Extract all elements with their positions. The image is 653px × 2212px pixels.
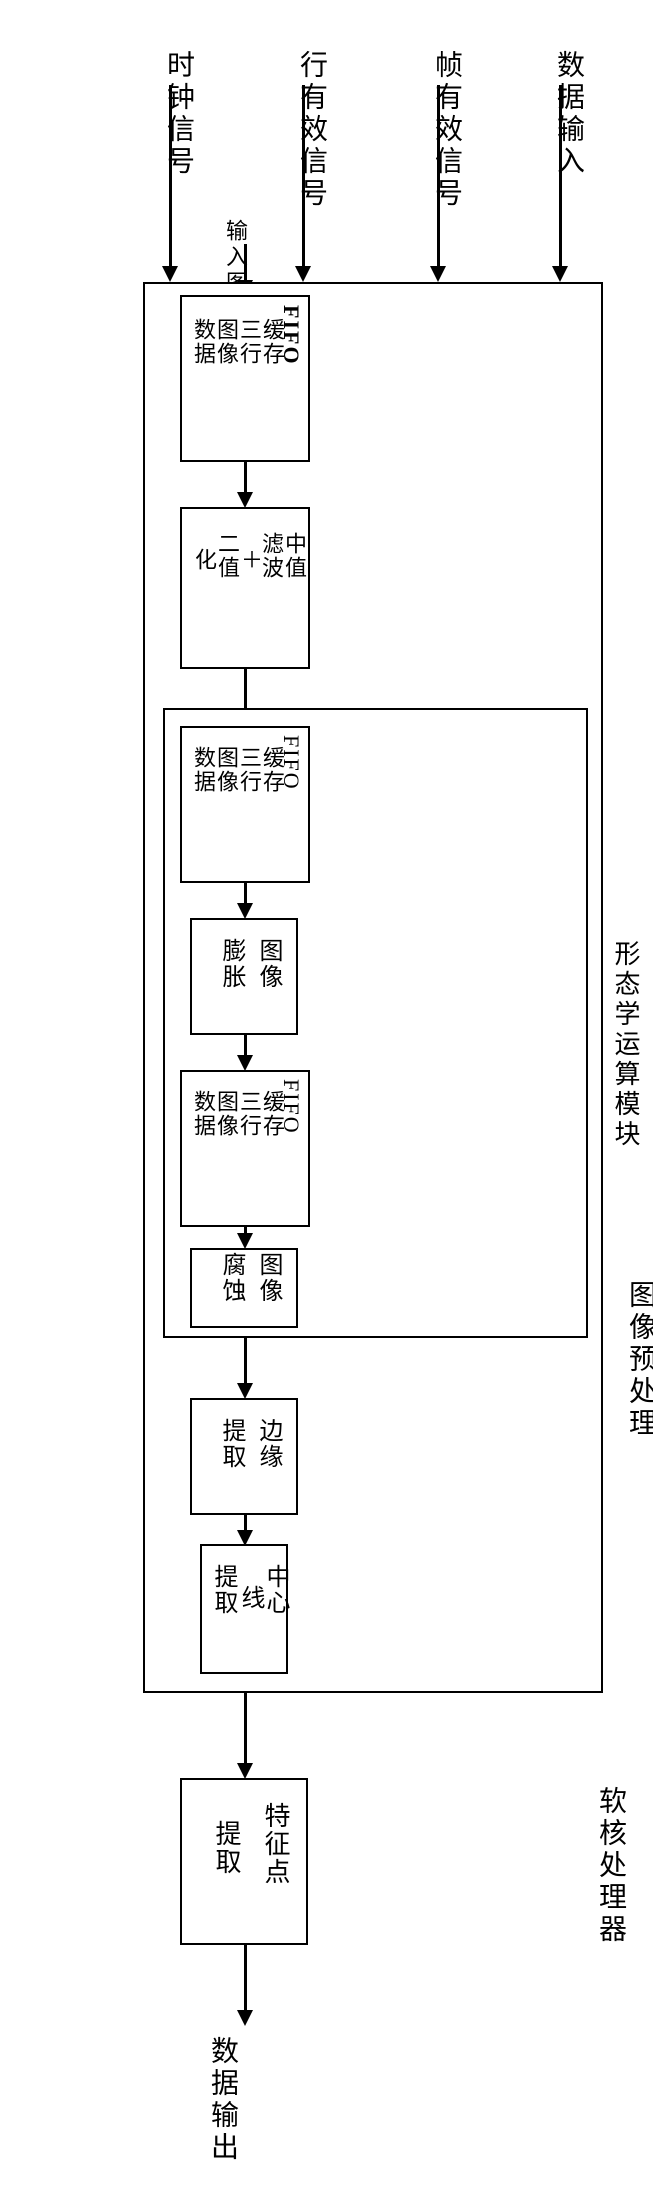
edge-col2: 提取 bbox=[214, 1418, 249, 1470]
fifo2-col5: 数据 bbox=[187, 746, 219, 794]
label-row-valid: 行有效信号 bbox=[291, 50, 331, 210]
erode-col1: 图像 bbox=[251, 1252, 286, 1304]
arrow-clock-head bbox=[162, 266, 178, 282]
arrow-6-head bbox=[237, 1383, 253, 1399]
arrow-data-in bbox=[559, 85, 562, 268]
arrow-1-head bbox=[237, 492, 253, 508]
arrow-4-head bbox=[237, 1055, 253, 1071]
arrow-frame-valid bbox=[437, 85, 440, 268]
arrow-input-image bbox=[244, 244, 247, 282]
label-frame-valid: 帧有效信号 bbox=[426, 50, 466, 210]
diagram-canvas: 时钟信号 行有效信号 帧有效信号 数据输入 输入图像数据 图像预处理 FIFO … bbox=[20, 20, 653, 2192]
erode-col2: 腐蚀 bbox=[214, 1252, 249, 1304]
label-softcore: 软核处理器 bbox=[590, 1786, 630, 1946]
arrow-clock bbox=[169, 85, 172, 268]
arrow-1 bbox=[244, 462, 247, 494]
arrow-5-head bbox=[237, 1233, 253, 1249]
center-col3: 提取 bbox=[206, 1564, 241, 1616]
edge-col1: 边缘 bbox=[251, 1418, 286, 1470]
arrow-9-head bbox=[237, 2010, 253, 2026]
arrow-data-in-head bbox=[552, 266, 568, 282]
arrow-2 bbox=[244, 669, 247, 713]
label-clock: 时钟信号 bbox=[158, 50, 198, 178]
arrow-8-head bbox=[237, 1763, 253, 1779]
arrow-4 bbox=[244, 1035, 247, 1057]
label-data-in: 数据输入 bbox=[548, 50, 588, 178]
fifo3-col5: 数据 bbox=[187, 1090, 219, 1138]
feature-col1: 特征点 bbox=[257, 1802, 294, 1886]
arrow-3-head bbox=[237, 903, 253, 919]
median-col5: 化 bbox=[188, 548, 220, 572]
dilate-col2: 膨胀 bbox=[214, 938, 249, 990]
arrow-9 bbox=[244, 1945, 247, 2012]
label-morphology: 形态学运算模块 bbox=[607, 940, 644, 1150]
arrow-3 bbox=[244, 883, 247, 905]
label-data-out: 数据输出 bbox=[202, 2036, 242, 2164]
fifo1-col5: 数据 bbox=[187, 318, 219, 366]
arrow-8 bbox=[244, 1693, 247, 1765]
dilate-col1: 图像 bbox=[251, 938, 286, 990]
arrow-frame-valid-head bbox=[430, 266, 446, 282]
arrow-row-valid bbox=[302, 85, 305, 268]
feature-col2: 提取 bbox=[208, 1820, 245, 1876]
arrow-row-valid-head bbox=[295, 266, 311, 282]
arrow-6 bbox=[244, 1338, 247, 1385]
label-image-preprocess: 图像预处理 bbox=[620, 1280, 653, 1440]
